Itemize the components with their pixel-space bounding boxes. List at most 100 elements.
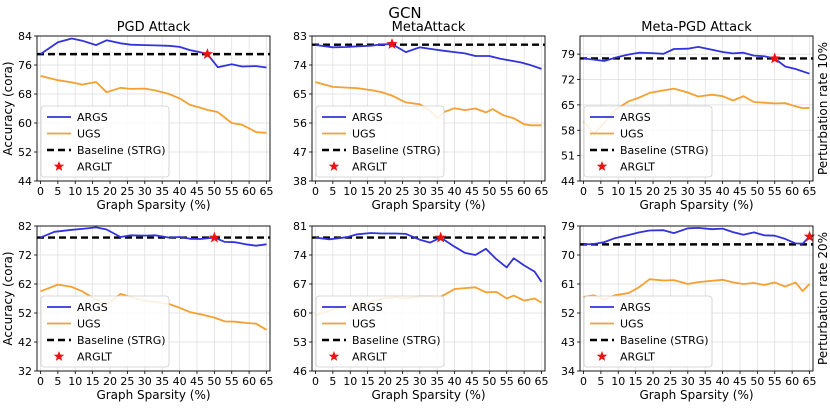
x-tick-label: 25 — [663, 185, 677, 198]
x-tick-label: 55 — [500, 375, 514, 388]
arglt-marker — [201, 48, 214, 59]
plot-frame — [579, 225, 814, 372]
plot-frame — [36, 225, 271, 372]
legend-label: UGS — [352, 318, 376, 331]
x-tick-label: 50 — [750, 375, 764, 388]
x-tick-label: 10 — [611, 185, 625, 198]
panel-5: 0 5 10 15 20 25 30 35 40 45 50 55 60 65 34 43 52 61 70 79 Gr… — [561, 220, 830, 402]
plot-frame — [311, 225, 546, 372]
y-tick-label: 65 — [293, 88, 307, 101]
x-tick-label: 45 — [190, 185, 204, 198]
y-axis-label: Accuracy (cora) — [1, 61, 15, 155]
x-tick-label: 50 — [207, 185, 221, 198]
x-tick-label: 0 — [312, 375, 319, 388]
x-tick-label: 55 — [768, 185, 782, 198]
x-axis-label: Graph Sparsity (%) — [371, 388, 485, 402]
legend-label: ARGS — [77, 301, 108, 314]
legend-box — [40, 105, 170, 178]
x-tick-label: 10 — [343, 185, 357, 198]
x-tick-label: 10 — [611, 375, 625, 388]
x-tick-label: 40 — [448, 185, 462, 198]
panel-title: PGD Attack — [117, 20, 191, 35]
x-tick-label: 25 — [395, 375, 409, 388]
x-tick-label: 65 — [260, 185, 274, 198]
x-tick-label: 0 — [580, 375, 587, 388]
x-tick-label: 60 — [785, 375, 799, 388]
plot-frame — [311, 35, 546, 182]
y-tick-label: 65 — [561, 99, 575, 112]
x-tick-label: 65 — [535, 185, 549, 198]
legend-label: ARGLT — [620, 351, 655, 364]
x-tick-label: 55 — [225, 375, 239, 388]
x-axis-label: Graph Sparsity (%) — [639, 198, 753, 212]
panel-2: 0 5 10 15 20 25 30 35 40 45 50 55 60 65 44 51 58 65 72 79 Me… — [561, 20, 830, 212]
legend-label: ARGS — [352, 111, 383, 124]
x-tick-label: 60 — [242, 375, 256, 388]
y-tick-label: 52 — [18, 307, 32, 320]
x-tick-label: 35 — [698, 185, 712, 198]
y-tick-label: 74 — [293, 249, 307, 262]
legend-label: Baseline (STRG) — [352, 334, 441, 347]
x-tick-label: 20 — [646, 375, 660, 388]
y-tick-label: 51 — [561, 150, 575, 163]
x-tick-label: 35 — [430, 185, 444, 198]
y-tick-label: 70 — [561, 249, 575, 262]
x-tick-label: 30 — [138, 185, 152, 198]
y-tick-label: 84 — [18, 30, 32, 43]
legend-box — [583, 295, 713, 368]
x-tick-label: 40 — [448, 375, 462, 388]
x-tick-label: 15 — [629, 375, 643, 388]
x-tick-label: 60 — [242, 185, 256, 198]
x-tick-label: 65 — [260, 375, 274, 388]
y-tick-label: 44 — [561, 175, 575, 188]
legend-label: UGS — [77, 318, 101, 331]
panel-3: 0 5 10 15 20 25 30 35 40 45 50 55 60 65 32 42 52 62 72 82 Gr… — [1, 220, 274, 402]
y-tick-label: 34 — [561, 365, 575, 378]
legend-label: Baseline (STRG) — [620, 334, 709, 347]
x-tick-label: 40 — [716, 375, 730, 388]
legend-label: UGS — [77, 128, 101, 141]
y-tick-label: 44 — [18, 175, 32, 188]
x-axis-label: Graph Sparsity (%) — [96, 388, 210, 402]
x-tick-label: 45 — [190, 375, 204, 388]
x-tick-label: 10 — [68, 375, 82, 388]
arglt-marker — [769, 52, 781, 64]
y-tick-label: 62 — [18, 278, 32, 291]
y-tick-label: 43 — [561, 336, 575, 349]
x-tick-label: 50 — [750, 185, 764, 198]
legend-label: ARGLT — [352, 351, 387, 364]
x-axis-label: Graph Sparsity (%) — [639, 388, 753, 402]
legend-box — [40, 295, 170, 368]
y-tick-label: 52 — [18, 146, 32, 159]
legend-box — [315, 295, 445, 368]
series-args-line — [315, 232, 543, 283]
legend: ARGS UGS Baseline (STRG) ARGLT — [315, 295, 445, 368]
legend-label: UGS — [352, 128, 376, 141]
series-args-line — [39, 37, 267, 69]
figure-title: GCN — [388, 4, 421, 22]
x-tick-label: 30 — [681, 185, 695, 198]
legend: ARGS UGS Baseline (STRG) ARGLT — [40, 295, 170, 368]
x-tick-label: 50 — [482, 375, 496, 388]
legend-label: ARGLT — [620, 161, 655, 174]
legend-label: ARGS — [352, 301, 383, 314]
x-tick-label: 5 — [329, 375, 336, 388]
x-tick-label: 60 — [785, 185, 799, 198]
y-tick-label: 81 — [293, 220, 307, 233]
x-tick-label: 45 — [465, 185, 479, 198]
x-tick-label: 45 — [733, 375, 747, 388]
legend-label: Baseline (STRG) — [352, 144, 441, 157]
legend-label: ARGLT — [352, 161, 387, 174]
arglt-marker — [386, 38, 398, 49]
x-tick-label: 35 — [430, 375, 444, 388]
y-tick-label: 67 — [293, 278, 307, 291]
legend-label: Baseline (STRG) — [77, 334, 166, 347]
x-tick-label: 30 — [413, 185, 427, 198]
x-tick-label: 0 — [580, 185, 587, 198]
arglt-marker — [803, 230, 816, 242]
y-tick-label: 53 — [293, 336, 307, 349]
legend-arglt-swatch — [596, 161, 608, 171]
y-tick-label: 72 — [561, 74, 575, 87]
x-tick-label: 15 — [86, 185, 100, 198]
